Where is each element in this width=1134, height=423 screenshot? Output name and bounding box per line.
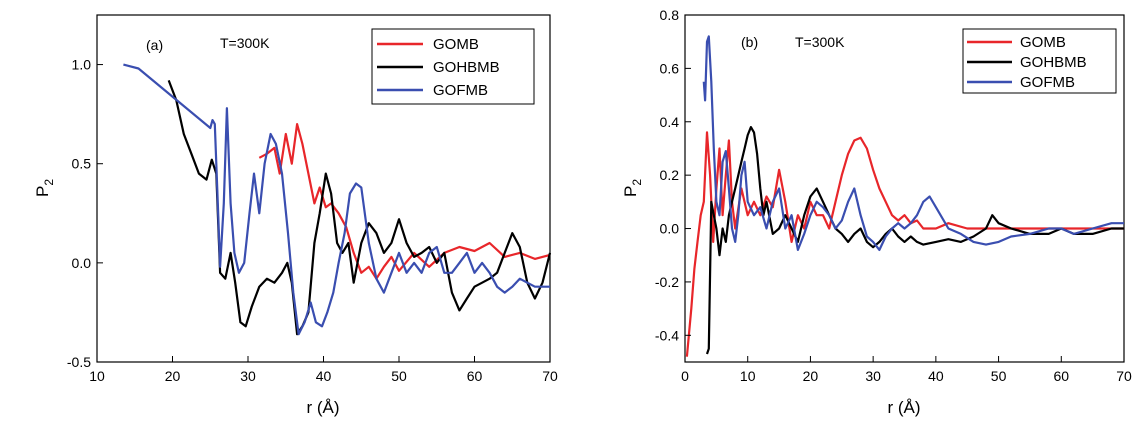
y-tick-label: 0.0 bbox=[72, 255, 92, 271]
x-tick-label: 10 bbox=[89, 368, 105, 384]
x-tick-label: 50 bbox=[991, 368, 1007, 384]
y-axis-title-main: P bbox=[33, 186, 52, 197]
y-tick-label: 0.2 bbox=[660, 167, 680, 183]
x-tick-label: 0 bbox=[681, 368, 689, 384]
panel-a: 10 20 30 40 50 60 70 -0.5 0.0 0.5 1.0 (a) T=300K G… bbox=[33, 14, 558, 417]
y-axis-title-sub: 2 bbox=[42, 179, 56, 186]
x-tick-label: 60 bbox=[467, 368, 483, 384]
legend-label-gofmb: GOFMB bbox=[1020, 74, 1075, 91]
legend: GOMB GOHBMB GOFMB bbox=[371, 28, 535, 105]
temperature-annotation: T=300K bbox=[795, 34, 845, 50]
series-layer bbox=[685, 35, 1124, 357]
x-tick-label: 10 bbox=[740, 368, 756, 384]
y-tick-label: 1.0 bbox=[72, 57, 92, 73]
temperature-annotation: T=300K bbox=[220, 35, 270, 51]
panel-b: 0 10 20 30 40 50 60 70 -0.4 -0.2 0.0 0.2 0.4 0.6 0.8 (… bbox=[621, 7, 1132, 417]
series-line-gohbmb bbox=[705, 125, 1124, 355]
x-tick-label: 30 bbox=[865, 368, 881, 384]
series-layer bbox=[123, 63, 552, 336]
y-tick-label: 0.6 bbox=[660, 60, 680, 76]
y-axis-title: P2 bbox=[33, 179, 56, 197]
series-line-gohbmb bbox=[167, 80, 552, 336]
tick-layer: 10 20 30 40 50 60 70 -0.5 0.0 0.5 1.0 bbox=[67, 57, 558, 384]
y-axis-title-main: P bbox=[621, 186, 640, 197]
panel-label: (a) bbox=[146, 37, 163, 53]
legend-label-gohbmb: GOHBMB bbox=[433, 59, 500, 76]
series-line-gomb bbox=[685, 131, 1124, 357]
y-axis-title: P2 bbox=[621, 179, 644, 197]
x-tick-label: 60 bbox=[1053, 368, 1069, 384]
x-tick-label: 20 bbox=[803, 368, 819, 384]
legend-label-gofmb: GOFMB bbox=[433, 82, 488, 99]
x-tick-label: 20 bbox=[165, 368, 181, 384]
x-axis-title: r (Å) bbox=[306, 398, 339, 417]
legend-label-gomb: GOMB bbox=[433, 36, 479, 53]
y-tick-label: -0.4 bbox=[655, 327, 679, 343]
tick-layer: 0 10 20 30 40 50 60 70 -0.4 -0.2 0.0 0.2 0.4 0.6 0.8 bbox=[655, 7, 1132, 384]
y-tick-label: 0.8 bbox=[660, 7, 680, 23]
plot-frame bbox=[684, 14, 1125, 363]
y-tick-label: 0.0 bbox=[660, 221, 680, 237]
y-tick-label: -0.2 bbox=[655, 274, 679, 290]
y-axis-title-sub: 2 bbox=[630, 179, 644, 186]
x-tick-label: 50 bbox=[391, 368, 407, 384]
y-tick-label: 0.4 bbox=[660, 114, 680, 130]
y-tick-label: 0.5 bbox=[72, 156, 92, 172]
y-tick-label: -0.5 bbox=[67, 354, 91, 370]
series-line-gomb bbox=[258, 122, 551, 280]
x-tick-label: 70 bbox=[542, 368, 558, 384]
x-tick-label: 40 bbox=[316, 368, 332, 384]
legend: GOMB GOHBMB GOFMB bbox=[962, 28, 1117, 94]
x-tick-label: 30 bbox=[240, 368, 256, 384]
series-line-gofmb bbox=[123, 63, 550, 336]
legend-label-gomb: GOMB bbox=[1020, 34, 1066, 51]
x-axis-title: r (Å) bbox=[887, 398, 920, 417]
series-line-gofmb bbox=[702, 35, 1124, 251]
x-tick-label: 40 bbox=[928, 368, 944, 384]
x-tick-label: 70 bbox=[1116, 368, 1132, 384]
legend-label-gohbmb: GOHBMB bbox=[1020, 54, 1087, 71]
panel-label: (b) bbox=[741, 34, 758, 50]
